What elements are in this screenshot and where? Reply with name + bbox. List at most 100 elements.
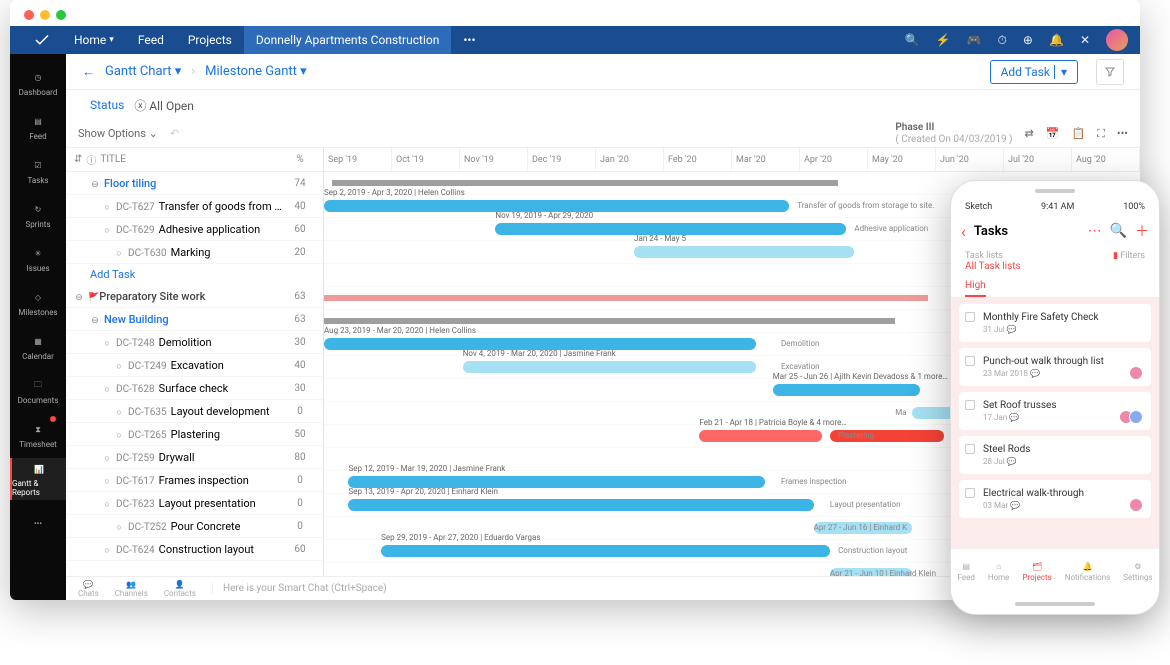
phone-nav-feed[interactable]: ▤Feed bbox=[958, 562, 975, 582]
task-row[interactable] bbox=[66, 561, 323, 576]
phone-nav-home[interactable]: ⌂Home bbox=[988, 562, 1010, 582]
phone-tab-high[interactable]: High bbox=[965, 276, 986, 297]
task-row[interactable]: ○DC-T627Transfer of goods from s…40 bbox=[66, 195, 323, 218]
sidebar-milestones[interactable]: ◇Milestones bbox=[10, 282, 66, 324]
phone-task-card[interactable]: Monthly Fire Safety Check31 Jul 💬 bbox=[959, 304, 1151, 342]
phone-nav-projects[interactable]: 🗂Projects bbox=[1022, 562, 1051, 582]
show-options[interactable]: Show Options ⌄ bbox=[78, 127, 158, 140]
back-arrow-icon[interactable]: ← bbox=[82, 64, 95, 80]
phone-task-card[interactable]: Punch-out walk through list23 Mar 2018 💬 bbox=[959, 348, 1151, 386]
phone-task-card[interactable]: Set Roof trusses17 Jan 💬 bbox=[959, 392, 1151, 430]
phone-checkbox[interactable] bbox=[965, 444, 975, 454]
phone-checkbox[interactable] bbox=[965, 356, 975, 366]
gantt-bar[interactable] bbox=[634, 246, 854, 258]
nav-projects[interactable]: Projects bbox=[176, 26, 244, 54]
sidebar-dashboard[interactable]: ◷Dashboard bbox=[10, 62, 66, 104]
phone-task-card[interactable]: Steel Rods28 Jul 💬 bbox=[959, 436, 1151, 474]
gantt-bar[interactable] bbox=[324, 295, 928, 301]
undo-icon[interactable]: ↶ bbox=[170, 127, 179, 140]
filter-button[interactable] bbox=[1096, 59, 1124, 85]
breadcrumb-level1[interactable]: Gantt Chart ▾ bbox=[105, 64, 181, 79]
more-icon[interactable]: ••• bbox=[1117, 127, 1128, 140]
sidebar-more[interactable]: ••• bbox=[10, 502, 66, 544]
add-task-button[interactable]: Add Task▾ bbox=[990, 60, 1078, 84]
toggle-icon[interactable]: ⇄ bbox=[1025, 127, 1034, 140]
sidebar-gantt-reports[interactable]: 📊Gantt & Reports bbox=[10, 458, 66, 500]
nav-more[interactable]: ••• bbox=[451, 26, 487, 54]
sidebar-tasks[interactable]: ☑Tasks bbox=[10, 150, 66, 192]
task-row[interactable]: ○DC-T617Frames inspection0 bbox=[66, 469, 323, 492]
top-navbar: Home ▾ Feed Projects Donnelly Apartments… bbox=[10, 26, 1140, 54]
nav-home[interactable]: Home ▾ bbox=[62, 26, 126, 54]
nav-feed[interactable]: Feed bbox=[126, 26, 176, 54]
phone-checkbox[interactable] bbox=[965, 400, 975, 410]
task-row[interactable]: ⊖🚩Preparatory Site work63 bbox=[66, 285, 323, 308]
breadcrumb-level2[interactable]: Milestone Gantt ▾ bbox=[205, 64, 306, 79]
game-icon[interactable]: 🎮 bbox=[967, 33, 982, 47]
search-icon[interactable]: 🔍 bbox=[905, 33, 920, 47]
status-chip[interactable]: ⓧ All Open bbox=[134, 97, 194, 114]
add-task-inline-link[interactable]: Add Task bbox=[66, 264, 323, 285]
task-row[interactable]: ○DC-T252Pour Concrete0 bbox=[66, 515, 323, 538]
phone-more-icon[interactable]: ⋯ bbox=[1088, 223, 1102, 239]
phone-filters-link[interactable]: ▮ Filters bbox=[1113, 251, 1145, 272]
phone-filter-value[interactable]: All Task lists bbox=[965, 261, 1021, 272]
phone-add-icon[interactable]: ＋ bbox=[1135, 221, 1149, 241]
gantt-bar[interactable] bbox=[348, 499, 813, 511]
fullscreen-icon[interactable]: ⛶ bbox=[1097, 127, 1105, 141]
phone-task-card[interactable]: Electrical walk-through03 Mar 💬 bbox=[959, 480, 1151, 518]
bottom-channels[interactable]: 👥Channels bbox=[115, 580, 148, 598]
app-logo[interactable] bbox=[22, 26, 62, 54]
calendar-icon[interactable]: 📅 bbox=[1046, 127, 1060, 140]
gantt-bar[interactable] bbox=[773, 384, 920, 396]
bolt-icon[interactable]: ⚡ bbox=[936, 33, 951, 47]
task-row[interactable]: ⊖New Building63 bbox=[66, 308, 323, 331]
bottom-chats[interactable]: 💬Chats bbox=[78, 580, 99, 598]
gantt-bar[interactable] bbox=[699, 430, 821, 442]
maximize-dot[interactable] bbox=[56, 10, 66, 20]
bar-date-label: Nov 19, 2019 - Apr 29, 2020 bbox=[495, 211, 593, 220]
task-row[interactable]: ○DC-T628Surface check30 bbox=[66, 377, 323, 400]
sidebar-issues[interactable]: ✳Issues bbox=[10, 238, 66, 280]
phone-checkbox[interactable] bbox=[965, 488, 975, 498]
nav-current-project[interactable]: Donnelly Apartments Construction bbox=[244, 26, 452, 54]
plus-icon[interactable]: ⊕ bbox=[1023, 33, 1033, 47]
phone-nav-settings[interactable]: ⚙Settings bbox=[1123, 562, 1152, 582]
timer-icon[interactable]: ⏱ bbox=[998, 33, 1007, 48]
minimize-dot[interactable] bbox=[40, 10, 50, 20]
bottom-contacts[interactable]: 👤Contacts bbox=[164, 580, 196, 598]
close-dot[interactable] bbox=[24, 10, 34, 20]
bell-icon[interactable]: 🔔 bbox=[1049, 33, 1064, 47]
task-row[interactable]: ○DC-T630Marking20 bbox=[66, 241, 323, 264]
sidebar-feed[interactable]: ▤Feed bbox=[10, 106, 66, 148]
task-row[interactable]: ○DC-T265Plastering50 bbox=[66, 423, 323, 446]
task-row[interactable]: ○DC-T623Layout presentation0 bbox=[66, 492, 323, 515]
gantt-bar[interactable] bbox=[463, 361, 757, 373]
sidebar-documents[interactable]: 🗀Documents bbox=[10, 370, 66, 412]
gantt-bar[interactable] bbox=[324, 318, 895, 324]
phone-checkbox[interactable] bbox=[965, 312, 975, 322]
phone-nav-notifications[interactable]: 🔔Notifications bbox=[1065, 562, 1110, 582]
expand-icon[interactable]: ⇵ bbox=[74, 154, 82, 165]
user-avatar[interactable] bbox=[1106, 29, 1128, 51]
sidebar-sprints[interactable]: ↻Sprints bbox=[10, 194, 66, 236]
task-row[interactable]: ⊖Floor tiling74 bbox=[66, 172, 323, 195]
task-row[interactable]: ○DC-T635Layout development0 bbox=[66, 400, 323, 423]
baseline-icon[interactable]: 📋 bbox=[1071, 127, 1085, 140]
tools-icon[interactable]: ✕ bbox=[1080, 33, 1090, 47]
sidebar-calendar[interactable]: ▦Calendar bbox=[10, 326, 66, 368]
status-label[interactable]: Status bbox=[90, 98, 124, 112]
task-row[interactable]: ○DC-T624Construction layout60 bbox=[66, 538, 323, 561]
task-row[interactable]: ○DC-T248Demolition30 bbox=[66, 331, 323, 354]
sidebar-timesheet[interactable]: ⧗Timesheet bbox=[10, 414, 66, 456]
timeline-month: Nov '19 bbox=[460, 148, 528, 171]
gantt-bar[interactable] bbox=[332, 180, 838, 186]
phone-search-icon[interactable]: 🔍 bbox=[1110, 223, 1127, 239]
phone-back-icon[interactable]: ‹ bbox=[961, 222, 966, 241]
task-row[interactable]: ○DC-T629Adhesive application60 bbox=[66, 218, 323, 241]
gantt-bar[interactable] bbox=[381, 545, 830, 557]
phone-task-list[interactable]: Monthly Fire Safety Check31 Jul 💬 Punch-o… bbox=[951, 298, 1159, 548]
task-row[interactable]: ○DC-T249Excavation40 bbox=[66, 354, 323, 377]
task-row[interactable]: ○DC-T259Drywall80 bbox=[66, 446, 323, 469]
left-sidebar: ◷Dashboard ▤Feed ☑Tasks ↻Sprints ✳Issues… bbox=[10, 54, 66, 600]
